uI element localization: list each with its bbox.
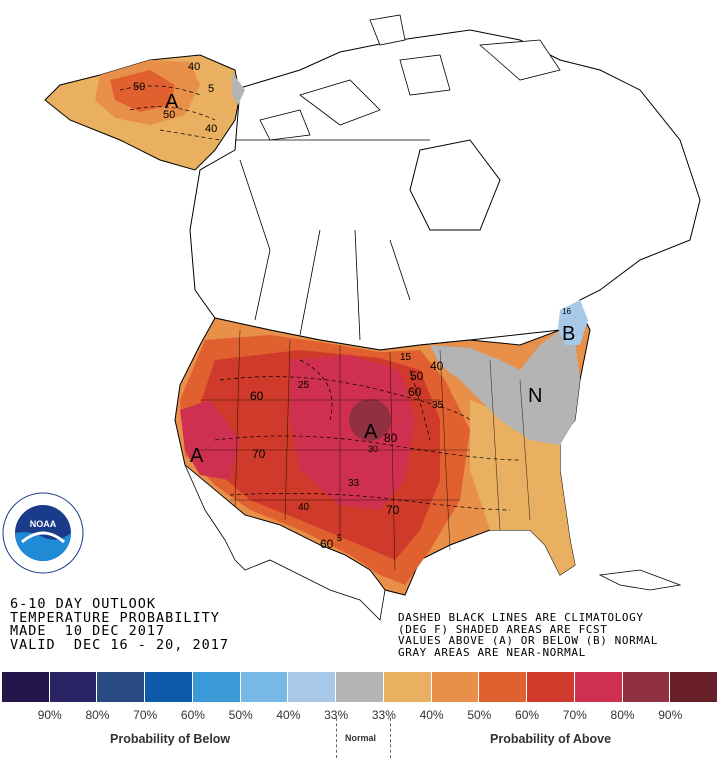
alaska-gray: [232, 72, 245, 105]
legend-swatch: [479, 672, 528, 702]
label-ak-50: 50: [133, 81, 145, 93]
legend-swatch: [97, 672, 146, 702]
note-line3: VALUES ABOVE (A) OR BELOW (B) NORMAL: [398, 634, 659, 647]
legend-swatch: [49, 672, 98, 702]
noaa-logo-text: NOAA: [30, 519, 57, 529]
label-c-30: 30: [368, 444, 378, 454]
area-80-west: [180, 400, 240, 480]
alaska-climatology-lines: [119, 85, 221, 141]
legend-swatch: [240, 672, 289, 702]
legend-swatch: [288, 672, 337, 702]
hudson-bay: [409, 139, 501, 231]
canada-province-lines: [235, 139, 430, 341]
legend-swatch: [383, 672, 432, 702]
label-c-60b: 60: [408, 385, 422, 399]
noaa-logo: NOAA: [2, 492, 84, 574]
label-c-15: 15: [400, 352, 412, 363]
legend-tick-label: 70%: [133, 708, 158, 722]
label-alaska-A: A: [165, 91, 179, 113]
note-line4: GRAY AREAS ARE NEAR-NORMAL: [398, 645, 586, 659]
legend-swatch: [670, 672, 719, 702]
legend-tick-label: 90%: [37, 708, 62, 722]
label-c-60c: 60: [320, 537, 334, 551]
header-line1: 6-10 DAY OUTLOOK: [10, 596, 157, 612]
label-east-N: N: [528, 385, 542, 407]
mexico-outline: [184, 464, 386, 621]
legend-swatch: [336, 672, 384, 702]
southeast-40: [470, 400, 575, 575]
label-west-A: A: [190, 445, 204, 467]
state-lines: [195, 329, 531, 571]
legend-tick-label: 40%: [276, 708, 301, 722]
legend-swatch: [192, 672, 241, 702]
below-caption: Probability of Below: [110, 732, 231, 746]
legend-notes: DASHED BLACK LINES ARE CLIMATOLOGY (DEG F…: [398, 612, 658, 658]
legend-swatch: [145, 672, 193, 702]
label-maine-B: B: [562, 323, 575, 345]
label-c-40: 40: [430, 359, 444, 373]
area-90: [349, 399, 391, 441]
legend-tick-label: 40%: [419, 708, 444, 722]
normal-divider-right: [390, 718, 391, 758]
outlook-header: 6-10 DAY OUTLOOK TEMPERATURE PROBABILITY M…: [10, 596, 230, 653]
header-line2: TEMPERATURE PROBABILITY: [10, 609, 220, 626]
label-c-35: 35: [432, 400, 444, 411]
northeast-gray: [430, 330, 580, 445]
label-c-33: 33: [348, 478, 360, 489]
label-me-16: 16: [562, 307, 571, 316]
legend-ticks: 90% 80% 70% 60% 50% 40% 33% 33% 40% 50% 60% 70% 80% 9…: [2, 708, 718, 722]
note-line1: DASHED BLACK LINES ARE CLIMATOLOGY: [398, 611, 644, 624]
normal-caption: Normal: [345, 733, 377, 743]
label-ak-40b: 40: [205, 123, 217, 135]
label-c-5: 5: [337, 533, 342, 543]
legend-tick-label: 80%: [610, 708, 635, 722]
label-c-25: 25: [298, 380, 310, 391]
cuba-outline: [598, 569, 682, 591]
label-c-80: 80: [384, 431, 398, 445]
alaska-area-60: [110, 70, 175, 112]
label-ak-50b: 50: [163, 109, 175, 121]
legend-swatch: [622, 672, 671, 702]
label-c-60: 60: [250, 389, 264, 403]
legend-tick-label: 60%: [180, 708, 205, 722]
legend-tick-label: 90%: [658, 708, 683, 722]
label-c-70b: 70: [386, 503, 400, 517]
legend-tick-label: 33%: [371, 708, 396, 722]
legend-tick-label: 50%: [228, 708, 253, 722]
arctic-islands: [259, 14, 561, 141]
legend-swatch: [574, 672, 623, 702]
legend-tick-label: 60%: [515, 708, 540, 722]
label-c-70: 70: [252, 447, 266, 461]
label-c-50: 50: [410, 369, 424, 383]
legend-tick-label: 50%: [467, 708, 492, 722]
label-c-40b: 40: [298, 502, 310, 513]
normal-divider-left: [336, 718, 337, 758]
climatology-lines: [214, 359, 521, 511]
label-ak-40a: 40: [188, 61, 200, 73]
outlook-map: A A A B N 50 40 40 50 5 60 70 25 15 40 5…: [44, 14, 701, 621]
legend-tick-label: 33%: [324, 708, 349, 722]
header-line3: MADE 10 DEC 2017: [10, 623, 166, 639]
label-ak-5: 5: [208, 83, 214, 95]
legend-swatch: [431, 672, 480, 702]
header-line4: VALID DEC 16 - 20, 2017: [10, 636, 230, 653]
area-80: [290, 355, 415, 510]
legend-swatch: [527, 672, 575, 702]
maine-below: [558, 300, 588, 345]
above-caption: Probability of Above: [490, 732, 612, 746]
color-legend: [2, 672, 719, 702]
legend-swatch: [2, 672, 50, 702]
legend-tick-label: 70%: [562, 708, 587, 722]
note-line2: (DEG F) SHADED AREAS ARE FCST: [398, 622, 608, 636]
label-central-A: A: [364, 421, 378, 443]
legend-tick-label: 80%: [85, 708, 110, 722]
